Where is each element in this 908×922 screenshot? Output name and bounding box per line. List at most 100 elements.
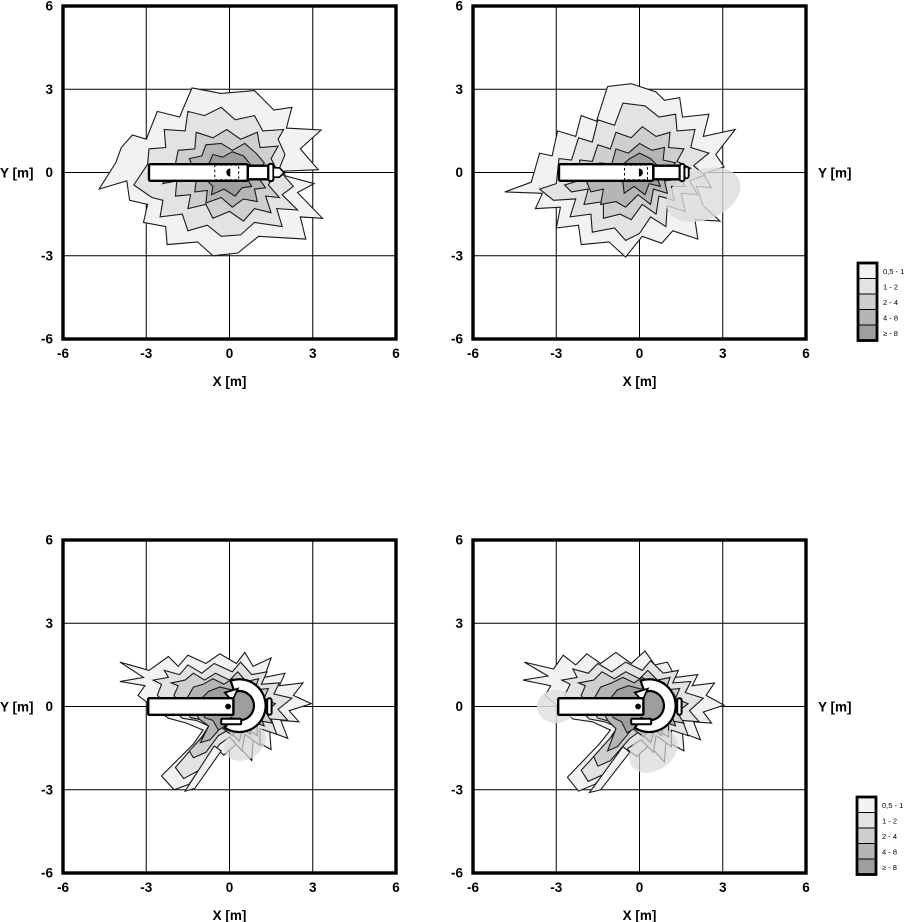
legend-bottom: 0,5 - 1 1 - 2 2 - 4 4 - 8 ≥ - 8 xyxy=(855,795,903,876)
legend-label-3: 2 - 4 xyxy=(882,832,897,841)
machine-pivot-icon xyxy=(638,168,643,177)
legend-label-2: 1 - 2 xyxy=(882,816,897,825)
legend-swatch-2 xyxy=(857,278,878,295)
legend-top: 0,5 - 1 1 - 2 2 - 4 4 - 8 ≥ - 8 xyxy=(856,261,904,342)
machine-pivot-icon xyxy=(226,168,231,177)
legend-border xyxy=(855,795,878,876)
y-tick-label: 0 xyxy=(45,165,53,180)
y-axis-title: Y [m] xyxy=(0,700,34,715)
y-tick-label: -3 xyxy=(41,248,53,263)
y-axis-title: Y [m] xyxy=(818,166,852,181)
x-tick-label: -6 xyxy=(467,880,479,895)
x-tick-label: -6 xyxy=(57,880,69,895)
legend-label-4: 4 - 8 xyxy=(882,847,897,856)
panel-bottom-right: 6 3 0 -3 -6 -6 -3 0 3 6 X [m] Y [m] xyxy=(451,533,852,922)
machine-body xyxy=(146,697,235,717)
plot-border xyxy=(471,538,808,875)
x-tick-label: 3 xyxy=(309,880,317,895)
machine-sub-handle xyxy=(220,717,243,726)
legend-border xyxy=(856,261,879,342)
x-tick-label: 6 xyxy=(802,880,810,895)
y-tick-label: 0 xyxy=(45,699,53,714)
x-tick-label: -3 xyxy=(550,880,562,895)
machine-pivot-icon xyxy=(635,703,641,710)
legend-swatch-1 xyxy=(857,262,878,279)
legend-swatch-3 xyxy=(857,293,878,310)
soft-contour-patch xyxy=(629,728,678,773)
machine-dotted-section xyxy=(214,164,240,181)
machine-front-segment xyxy=(246,164,270,181)
plot-border xyxy=(61,4,398,341)
legend-label-5: ≥ - 8 xyxy=(883,329,898,338)
legend-label-5: ≥ - 8 xyxy=(882,863,897,872)
y-tick-label: -6 xyxy=(451,866,463,881)
contour-bottom-right-extra-band xyxy=(588,745,631,794)
rotation-arrow-icon xyxy=(223,678,267,734)
y-tick-label: -6 xyxy=(451,332,463,347)
x-tick-label: 6 xyxy=(802,346,810,361)
x-tick-label: -3 xyxy=(550,346,562,361)
y-tick-label: 0 xyxy=(455,699,463,714)
x-axis-title: X [m] xyxy=(623,374,657,389)
x-tick-label: -6 xyxy=(467,346,479,361)
machine-sub-handle xyxy=(630,717,653,726)
machine-body xyxy=(557,697,645,717)
y-tick-label: 3 xyxy=(45,82,53,97)
y-tick-label: -6 xyxy=(41,332,53,347)
legend-label-2: 1 - 2 xyxy=(883,282,898,291)
y-tick-label: 3 xyxy=(455,82,463,97)
y-tick-label: 6 xyxy=(45,0,53,14)
machine-body xyxy=(147,162,250,182)
legend-swatch-1 xyxy=(856,796,877,813)
y-tick-label: 0 xyxy=(455,165,463,180)
panel-top-right: 6 3 0 -3 -6 -6 -3 0 3 6 X [m] Y [m] xyxy=(451,0,852,389)
y-axis-title: Y [m] xyxy=(818,700,852,715)
x-axis-title: X [m] xyxy=(213,908,247,922)
legend-swatch-4 xyxy=(856,843,877,860)
panel-top-left: 6 3 0 -3 -6 -6 -3 0 3 6 X [m] Y [m] xyxy=(0,0,400,389)
y-tick-label: 3 xyxy=(455,616,463,631)
machine-end-cap xyxy=(266,697,273,716)
x-tick-label: 6 xyxy=(392,346,400,361)
y-tick-label: 3 xyxy=(45,616,53,631)
x-tick-label: -3 xyxy=(140,346,152,361)
x-axis-title: X [m] xyxy=(213,374,247,389)
legend-swatch-4 xyxy=(857,309,878,326)
y-tick-label: -3 xyxy=(41,782,53,797)
rotation-arrow-icon xyxy=(633,678,677,734)
y-tick-label: 6 xyxy=(455,533,463,548)
x-tick-label: 0 xyxy=(226,346,234,361)
legend-swatch-5 xyxy=(857,324,878,341)
legend-swatch-2 xyxy=(856,812,877,829)
x-tick-label: 0 xyxy=(636,880,644,895)
plot-border xyxy=(61,538,398,875)
x-tick-label: -6 xyxy=(57,346,69,361)
legend-label-1: 0,5 - 1 xyxy=(882,801,903,810)
machine-pivot-icon xyxy=(225,703,232,710)
x-tick-label: 6 xyxy=(392,880,400,895)
x-tick-label: 3 xyxy=(309,346,317,361)
machine-end-cap xyxy=(676,697,683,716)
y-tick-label: 6 xyxy=(45,533,53,548)
y-tick-label: 6 xyxy=(455,0,463,14)
legend-swatch-5 xyxy=(856,858,877,875)
legend-swatch-3 xyxy=(856,827,877,844)
y-tick-label: -3 xyxy=(451,248,463,263)
x-axis-title: X [m] xyxy=(623,908,657,922)
x-tick-label: 3 xyxy=(719,346,727,361)
y-tick-label: -3 xyxy=(451,782,463,797)
rotation-arrowhead-icon xyxy=(223,687,240,703)
x-tick-label: 0 xyxy=(636,346,644,361)
legend-label-3: 2 - 4 xyxy=(883,298,898,307)
machine-front-segment xyxy=(652,164,682,181)
machine-dotted-section xyxy=(624,164,648,181)
x-tick-label: -3 xyxy=(140,880,152,895)
legend-label-1: 0,5 - 1 xyxy=(883,267,904,276)
plot-border xyxy=(471,4,808,341)
contour-bottom-left-extra-band xyxy=(183,745,222,793)
x-tick-label: 0 xyxy=(226,880,234,895)
machine-tip xyxy=(272,167,286,178)
y-axis-title: Y [m] xyxy=(0,166,34,181)
